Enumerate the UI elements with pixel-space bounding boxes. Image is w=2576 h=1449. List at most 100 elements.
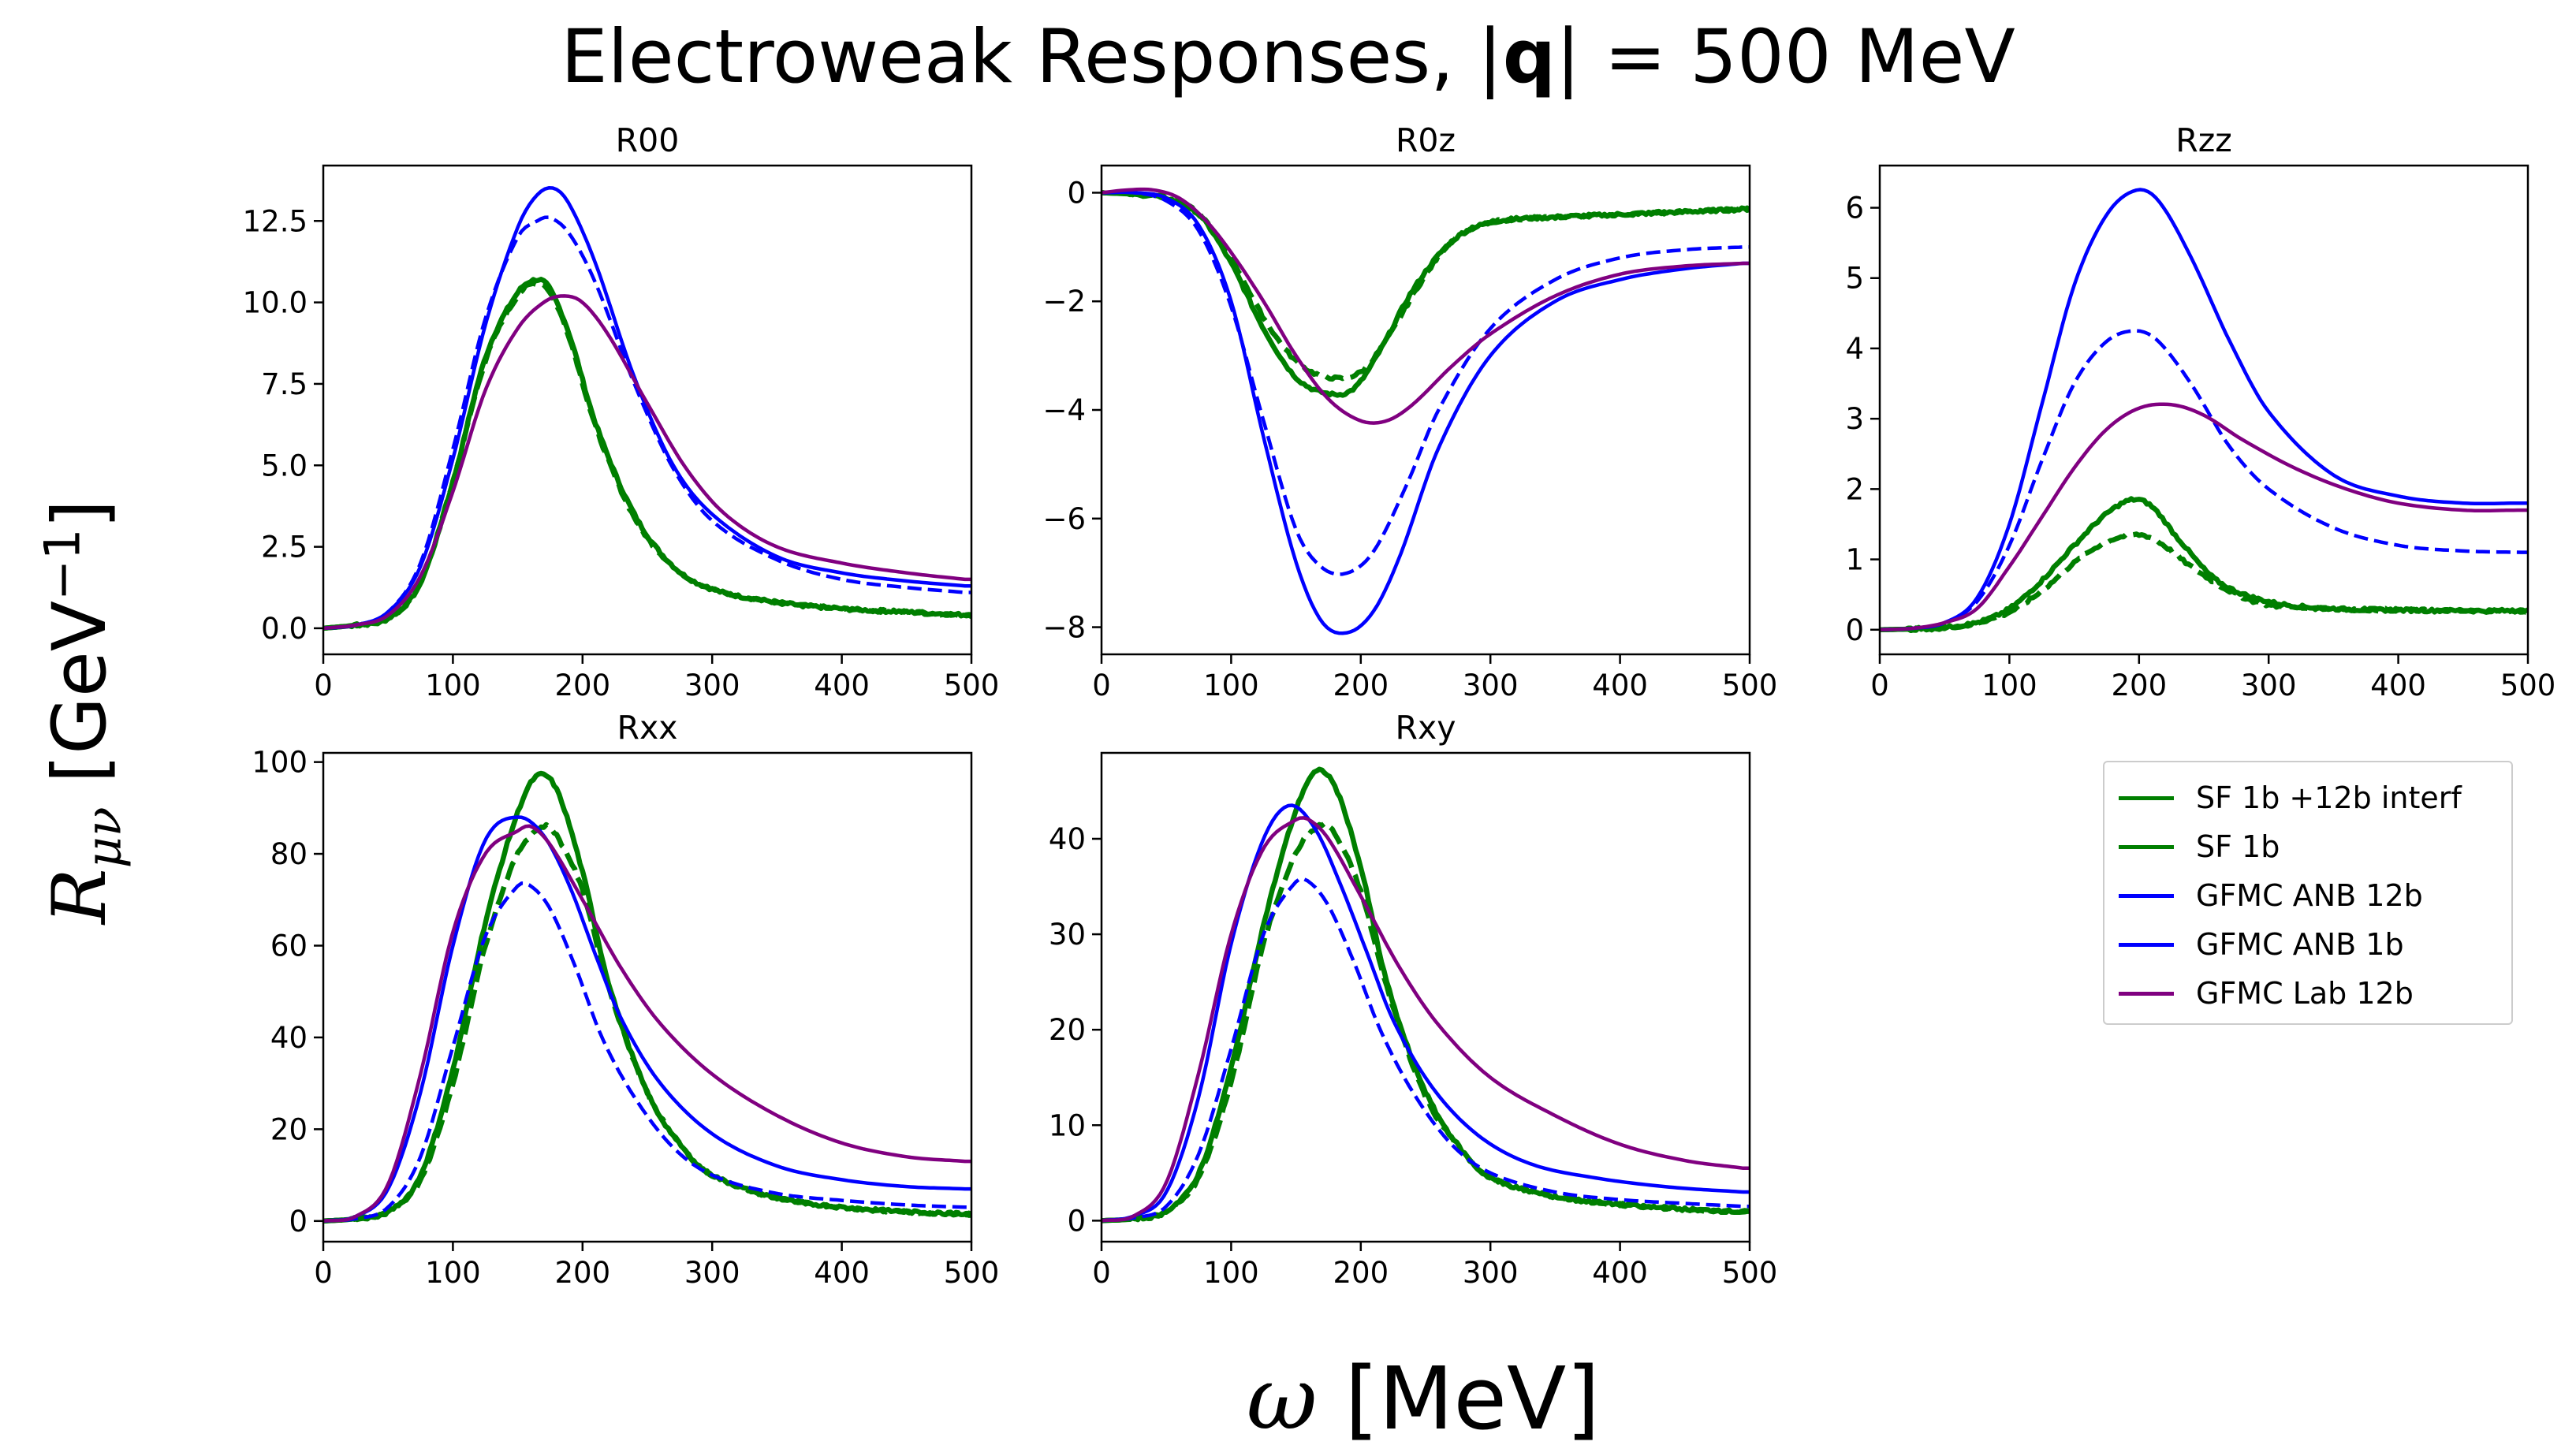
legend-swatch: [2119, 942, 2174, 947]
x-tick-label: 0: [1092, 1256, 1111, 1290]
x-tick-label: 500: [1722, 1256, 1778, 1290]
legend-entry: GFMC ANB 1b: [2104, 920, 2511, 969]
x-tick-label: 100: [1203, 669, 1259, 702]
y-tick-label: 80: [270, 837, 308, 871]
series-line-4: [323, 824, 971, 1224]
y-tick-label: 0.0: [261, 612, 308, 646]
axes-frame: [322, 751, 973, 1243]
series-line-1: [1102, 190, 1750, 382]
y-tick-label: 5: [1845, 262, 1864, 296]
y-tick-label: 5.0: [261, 449, 308, 482]
x-tick-label: 200: [1333, 1256, 1389, 1290]
series-line-1: [1102, 821, 1750, 1224]
legend-label: SF 1b +12b interf: [2196, 780, 2462, 815]
x-tick-label: 0: [1092, 669, 1111, 702]
y-tick-label: 12.5: [243, 204, 308, 238]
series-line-2: [1102, 803, 1750, 1223]
x-tick-label: 200: [554, 669, 610, 702]
y-tick-label: 1: [1845, 543, 1864, 577]
x-tick-label: 300: [1463, 1256, 1519, 1290]
subplot-rxx: 0 100 200 300 400 500 0 20 40 60 80 100 Rxx: [252, 709, 999, 1290]
subplot-title: Rxx: [617, 709, 677, 747]
title-prefix: Electroweak Responses, |: [561, 14, 1503, 100]
series-line-2: [1880, 188, 2528, 632]
legend-label: GFMC ANB 12b: [2196, 878, 2423, 913]
subplot-title: R00: [616, 121, 680, 159]
x-tick-label: 400: [1592, 1256, 1648, 1290]
series-line-3: [323, 215, 971, 631]
series-line-4: [1102, 187, 1750, 425]
series-group: [323, 186, 971, 631]
subplot-rzz: 0 100 200 300 400 500 0 1 2 3 4 5 6 Rzz: [1845, 121, 2555, 702]
series-group: [1102, 766, 1750, 1224]
y-tick-label: 4: [1845, 332, 1864, 366]
series-line-4: [323, 294, 971, 631]
subplot-title: R0z: [1396, 121, 1456, 159]
subplot-r00: 0 100 200 300 400 500 0.0 2.5 5.0 7.5 10.0 12.5 R00: [243, 121, 1000, 702]
legend-swatch: [2119, 844, 2174, 849]
subplot-title: Rzz: [2175, 121, 2232, 159]
x-tick-label: 400: [814, 1256, 870, 1290]
y-tick-label: −8: [1042, 611, 1086, 645]
legend-entry: GFMC Lab 12b: [2104, 969, 2511, 1018]
y-tick-label: −4: [1042, 393, 1086, 427]
series-line-1: [323, 821, 971, 1224]
series-line-4: [1102, 816, 1750, 1223]
x-tick-label: 100: [1203, 1256, 1259, 1290]
x-tick-label: 200: [554, 1256, 610, 1290]
y-tick-label: 0: [1067, 176, 1086, 210]
y-tick-label: 20: [270, 1112, 308, 1146]
x-tick-label: 300: [684, 669, 740, 702]
series-line-2: [1102, 190, 1750, 635]
axes-frame: [322, 164, 973, 656]
y-tick-label: 7.5: [261, 367, 308, 401]
title-bold-q: q: [1502, 14, 1556, 100]
x-tick-label: 200: [2111, 669, 2167, 702]
y-tick-label: 0: [1845, 613, 1864, 647]
legend-label: GFMC Lab 12b: [2196, 976, 2414, 1011]
y-tick-label: 2.5: [261, 531, 308, 564]
series-line-2: [323, 815, 971, 1224]
x-tick-label: 400: [2370, 669, 2426, 702]
x-tick-label: 100: [1981, 669, 2037, 702]
series-group: [1102, 187, 1750, 635]
y-tick-label: 6: [1845, 192, 1864, 225]
subplot-r0z: 0 100 200 300 400 500 0 −2 −4 −6 −8 R0z: [1042, 121, 1777, 702]
series-line-1: [1880, 531, 2528, 633]
legend-label: SF 1b: [2196, 829, 2280, 864]
legend-swatch: [2119, 991, 2174, 996]
y-tick-label: 10: [1049, 1108, 1086, 1142]
series-group: [323, 770, 971, 1224]
x-tick-label: 300: [2241, 669, 2297, 702]
y-tick-label: 0: [1067, 1204, 1086, 1238]
series-line-4: [1880, 402, 2528, 632]
x-tick-label: 0: [314, 1256, 333, 1290]
x-tick-label: 500: [2500, 669, 2556, 702]
y-tick-label: −6: [1042, 502, 1086, 536]
legend-label: GFMC ANB 1b: [2196, 927, 2404, 962]
legend: SF 1b +12b interf SF 1b GFMC ANB 12b GFM…: [2103, 761, 2513, 1025]
y-tick-label: −2: [1042, 285, 1086, 318]
y-tick-label: 30: [1049, 918, 1086, 952]
axes-frame: [1100, 164, 1751, 656]
x-tick-label: 300: [1463, 669, 1519, 702]
series-line-3: [1880, 329, 2528, 632]
y-tick-label: 100: [252, 746, 308, 780]
y-tick-label: 20: [1049, 1013, 1086, 1047]
title-suffix: | = 500 MeV: [1556, 14, 2015, 100]
x-tick-label: 500: [944, 669, 1000, 702]
x-tick-label: 500: [1722, 669, 1778, 702]
x-tick-label: 400: [814, 669, 870, 702]
legend-entry: SF 1b: [2104, 822, 2511, 871]
legend-entry: GFMC ANB 12b: [2104, 871, 2511, 920]
subplot-title: Rxy: [1395, 709, 1456, 747]
x-tick-label: 100: [425, 1256, 481, 1290]
axes-frame: [1878, 164, 2529, 656]
y-tick-label: 60: [270, 929, 308, 963]
y-tick-label: 2: [1845, 472, 1864, 506]
x-tick-label: 0: [314, 669, 333, 702]
x-tick-label: 200: [1333, 669, 1389, 702]
x-tick-label: 300: [684, 1256, 740, 1290]
legend-swatch: [2119, 795, 2174, 800]
